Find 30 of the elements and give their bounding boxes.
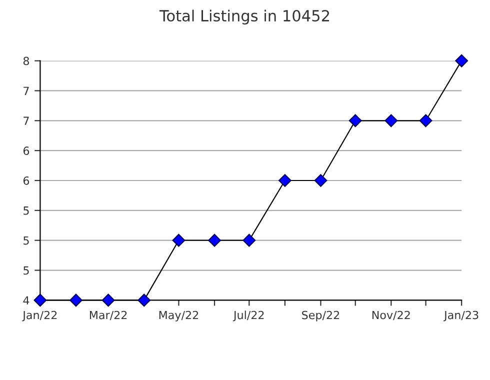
y-tick-label: 7 bbox=[24, 116, 29, 125]
point bbox=[314, 174, 328, 187]
point bbox=[138, 294, 151, 307]
point bbox=[102, 294, 115, 307]
point bbox=[208, 234, 221, 247]
point bbox=[384, 114, 398, 128]
x-tick-label: Jan/23 bbox=[444, 310, 478, 322]
y-tick-label: 5 bbox=[24, 236, 29, 245]
y-tick-label: 8 bbox=[23, 56, 30, 66]
point bbox=[242, 234, 256, 247]
y-tick-label: 6 bbox=[23, 176, 30, 185]
x-tick-label: Jul/22 bbox=[232, 310, 264, 322]
point bbox=[348, 114, 362, 128]
x-tick-label: Mar/22 bbox=[90, 310, 127, 320]
point bbox=[34, 294, 47, 307]
y-tick-label: 5 bbox=[24, 266, 29, 275]
x-tick-label: Nov/22 bbox=[372, 310, 410, 320]
x-tick-label: Jan/22 bbox=[22, 310, 57, 322]
point bbox=[70, 294, 82, 307]
point bbox=[172, 234, 186, 247]
chart-title: Total Listings in 10452 bbox=[159, 10, 330, 24]
point bbox=[455, 54, 468, 68]
y-tick-label: 7 bbox=[24, 86, 29, 95]
x-tick-label: Sep/22 bbox=[302, 310, 340, 322]
x-tick-label: May/22 bbox=[159, 310, 198, 322]
y-tick-label: 5 bbox=[24, 206, 29, 215]
y-tick-label: 6 bbox=[23, 146, 30, 155]
point bbox=[419, 114, 432, 128]
y-tick-label: 4 bbox=[23, 296, 30, 304]
point bbox=[278, 174, 292, 187]
